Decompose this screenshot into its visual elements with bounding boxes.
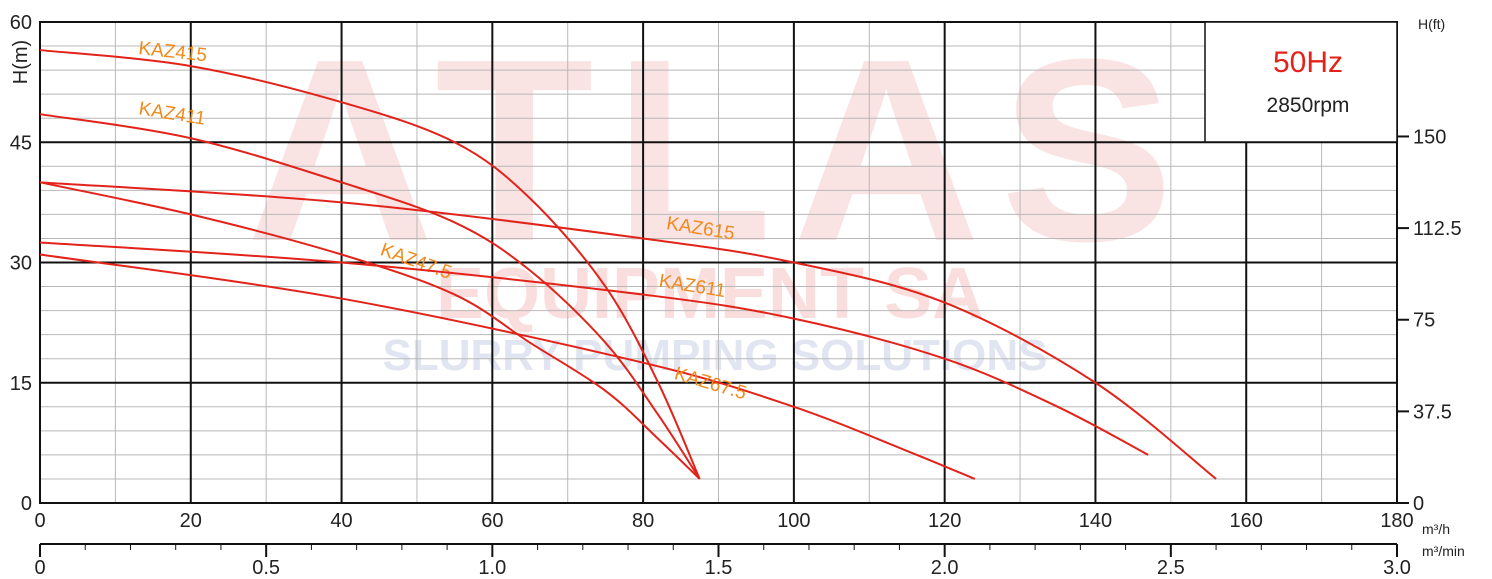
x-tick-label: 60 <box>481 510 503 532</box>
frequency-label: 50Hz <box>1273 46 1343 79</box>
info-box-frame <box>1204 21 1398 143</box>
curve-kaz411 <box>39 113 701 480</box>
grid <box>39 21 1398 504</box>
curve-label: KAZ411 <box>137 98 207 129</box>
x-tick-label: 80 <box>632 510 654 532</box>
watermark-tagline: SLURRY PUMPING SOLUTIONS <box>383 331 1048 380</box>
y-tick-label: 0 <box>21 493 32 515</box>
watermark: ATLAS EQUIPMENT SA SLURRY PUMPING SOLUTI… <box>246 6 1173 380</box>
x-tick-label: 40 <box>330 510 352 532</box>
y-axis-label: H(m) <box>10 40 32 84</box>
curve-kaz47-5 <box>39 181 701 480</box>
curve-kaz415 <box>39 49 701 480</box>
speed-label: 2850rpm <box>1267 94 1350 117</box>
plot-frame <box>39 21 1398 504</box>
y2-tick-label: 112.5 <box>1413 218 1462 240</box>
curve-kaz615 <box>39 181 1217 480</box>
curve-label: KAZ415 <box>137 38 207 66</box>
x-tick-label: 160 <box>1230 510 1263 532</box>
x2-axis-label: m³/min <box>1422 543 1465 559</box>
y-tick-label: 60 <box>10 12 32 34</box>
x-tick-label: 0 <box>34 510 45 532</box>
x-tick-label: 180 <box>1380 510 1413 532</box>
x2-tick-label: 3.0 <box>1383 557 1411 579</box>
y2-tick-label: 0 <box>1413 493 1424 515</box>
x-tick-label: 120 <box>928 510 961 532</box>
x2-tick-label: 1.0 <box>478 557 506 579</box>
x2-tick-label: 2.5 <box>1157 557 1185 579</box>
info-box: 50Hz 2850rpm <box>1204 21 1398 143</box>
x2-tick-label: 1.5 <box>705 557 733 579</box>
y-tick-label: 15 <box>10 373 32 395</box>
curve-kaz611 <box>39 241 1149 456</box>
y2-tick-label: 75 <box>1413 310 1435 332</box>
x-tick-label: 20 <box>180 510 202 532</box>
x-tick-label: 100 <box>777 510 810 532</box>
y-tick-label: 45 <box>10 132 32 154</box>
x-axis-label: m³/h <box>1422 521 1450 537</box>
x2-tick-label: 2.0 <box>931 557 959 579</box>
y2-tick-label: 150 <box>1413 126 1446 148</box>
y2-axis-label: H(ft) <box>1418 16 1445 32</box>
x2-tick-label: 0 <box>34 557 45 579</box>
curve-kaz67-5 <box>39 253 976 480</box>
y2-tick-label: 37.5 <box>1413 401 1452 423</box>
y-tick-label: 30 <box>10 253 32 275</box>
axes: 0 15 30 45 60 H(m) 0 37.5 75 112.5 150 H(ft) 0 20 40 60… <box>10 12 1465 579</box>
x2-tick-label: 0.5 <box>252 557 280 579</box>
x-tick-label: 140 <box>1079 510 1112 532</box>
